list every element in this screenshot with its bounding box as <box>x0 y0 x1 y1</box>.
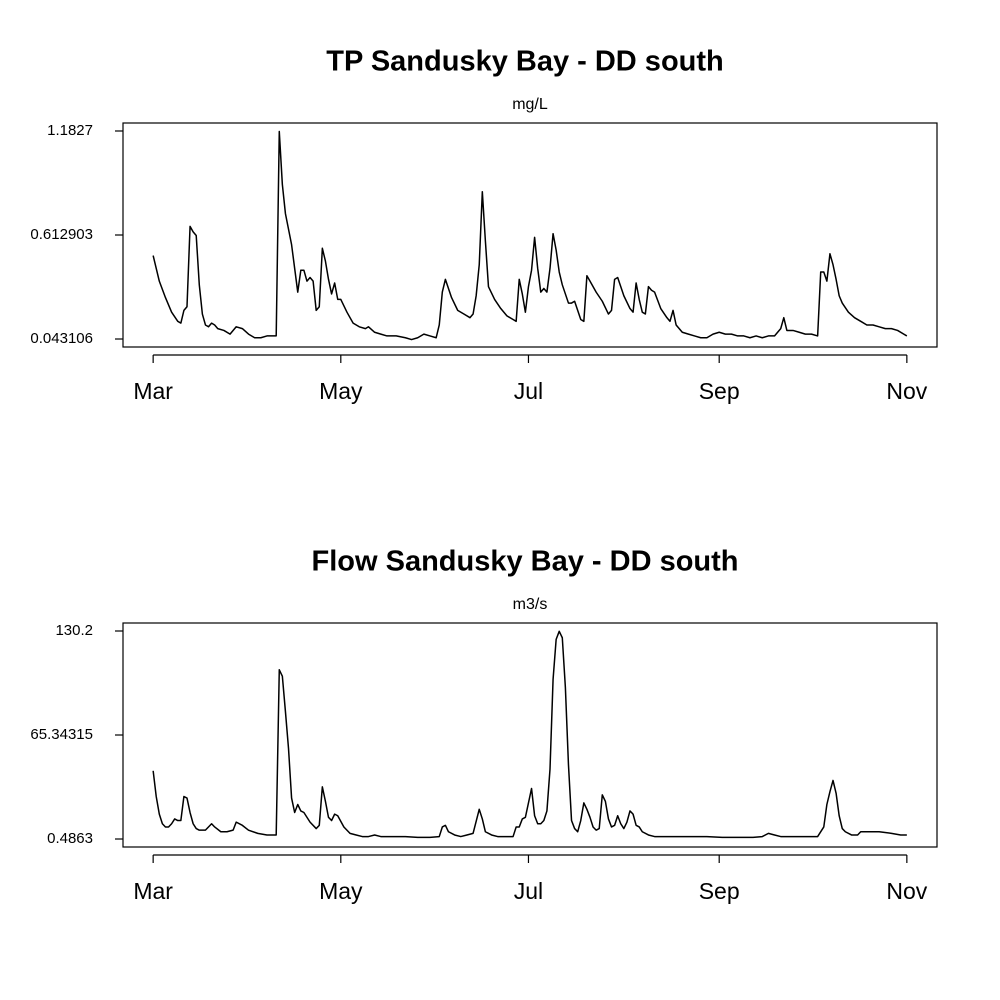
x-tick-label: Nov <box>886 878 927 904</box>
chart-subtitle: m3/s <box>513 596 548 613</box>
y-tick-label: 0.612903 <box>30 226 93 243</box>
y-tick-label: 0.043106 <box>30 330 93 347</box>
x-tick-label: Sep <box>699 878 740 904</box>
x-tick-label: Nov <box>886 378 927 404</box>
x-tick-label: Sep <box>699 378 740 404</box>
data-line <box>152 130 908 341</box>
x-tick-label: Mar <box>133 378 173 404</box>
x-tick-label: May <box>319 378 363 404</box>
x-tick-label: Jul <box>514 378 543 404</box>
chart-title: Flow Sandusky Bay - DD south <box>312 546 739 578</box>
data-line <box>152 630 907 839</box>
x-tick-label: May <box>319 878 363 904</box>
plot-box <box>122 122 938 348</box>
y-tick-label: 0.4863 <box>47 830 93 847</box>
chart-title: TP Sandusky Bay - DD south <box>326 46 724 78</box>
x-tick-label: Jul <box>514 878 543 904</box>
chart-subtitle: mg/L <box>512 96 548 113</box>
x-tick-label: Mar <box>133 878 173 904</box>
plot-box <box>122 622 938 848</box>
y-tick-label: 130.2 <box>55 622 93 639</box>
y-tick-label: 65.34315 <box>30 726 93 743</box>
y-tick-label: 1.1827 <box>47 122 93 139</box>
